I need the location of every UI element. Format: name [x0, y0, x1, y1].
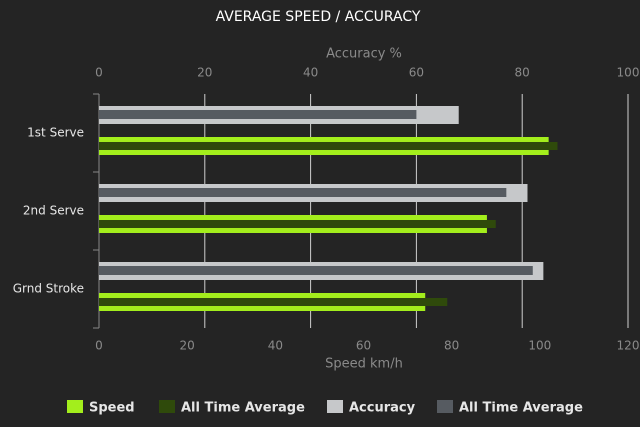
y-tick-label: 1st Serve — [27, 126, 84, 140]
x2-tick-label: 100 — [617, 66, 640, 80]
legend-label: Accuracy — [349, 401, 416, 416]
x-tick-label: 0 — [95, 339, 103, 353]
bar — [99, 266, 533, 275]
bar — [99, 110, 417, 119]
legend-swatch — [159, 400, 175, 413]
legend-swatch — [437, 400, 453, 413]
bar — [99, 220, 496, 228]
x-tick-label: 40 — [268, 339, 283, 353]
x2-tick-label: 20 — [197, 66, 212, 80]
chart-title: AVERAGE SPEED / ACCURACY — [216, 9, 421, 25]
bar — [99, 188, 507, 197]
x2-tick-label: 80 — [515, 66, 530, 80]
x-axis-label: Speed km/h — [325, 357, 403, 372]
x-tick-label: 20 — [180, 339, 195, 353]
legend-swatch — [327, 400, 343, 413]
x2-tick-label: 60 — [409, 66, 424, 80]
x-tick-label: 100 — [528, 339, 551, 353]
legend-label: All Time Average — [181, 401, 305, 416]
y-tick-label: 2nd Serve — [23, 204, 84, 218]
y-tick-label: Grnd Stroke — [13, 282, 84, 296]
x2-tick-label: 0 — [95, 66, 103, 80]
legend-swatch — [67, 400, 83, 413]
x-tick-label: 60 — [356, 339, 371, 353]
bar — [99, 142, 558, 150]
x-tick-label: 120 — [617, 339, 640, 353]
x-tick-label: 80 — [444, 339, 459, 353]
legend-label: Speed — [89, 401, 135, 416]
x2-tick-label: 40 — [303, 66, 318, 80]
legend-label: All Time Average — [459, 401, 583, 416]
bar — [99, 298, 448, 306]
x2-axis-label: Accuracy % — [326, 47, 402, 62]
